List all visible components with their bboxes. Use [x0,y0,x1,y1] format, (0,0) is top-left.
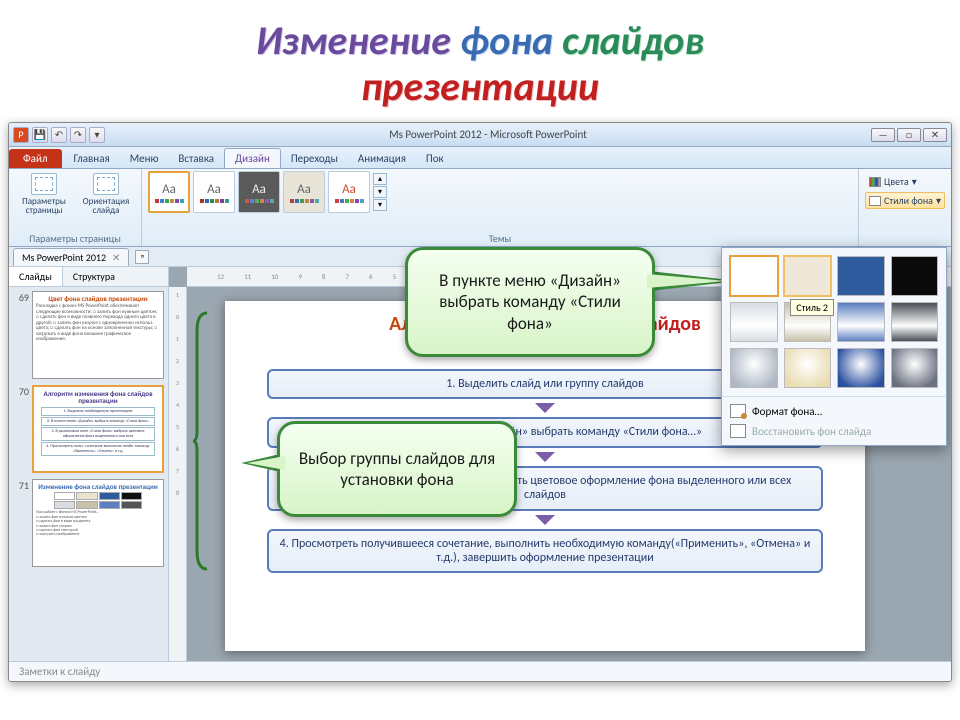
theme-swatch[interactable]: Aa [193,171,235,213]
arrow-down-icon [535,452,555,462]
arrow-down-icon [535,515,555,525]
tab-show[interactable]: Пок [416,149,454,168]
callout-select-slides: Выбор группы слайдов для установки фона [277,421,517,517]
background-style-cell[interactable] [730,302,778,342]
quick-access-toolbar: P 💾 ↶ ↷ ▾ [13,127,105,143]
themes-group-label: Темы [148,232,852,245]
background-styles-button[interactable]: Стили фона ▾ [865,192,945,209]
callout-tail [247,456,285,470]
ribbon: Параметры страницы Ориентация слайда Пар… [9,169,951,247]
theme-gallery-arrows[interactable]: ▴▾▾ [373,173,387,211]
background-style-cell[interactable] [837,256,885,296]
background-style-cell[interactable] [784,348,832,388]
thumb-number: 69 [13,291,29,379]
colors-button[interactable]: Цвета ▾ [865,173,945,190]
tab-animation[interactable]: Анимация [348,149,416,168]
background-style-cell[interactable] [730,256,778,296]
close-tab-icon[interactable]: ✕ [112,251,120,264]
window-title: Ms PowerPoint 2012 - Microsoft PowerPoin… [105,128,871,141]
orientation-button[interactable]: Ориентация слайда [77,171,135,218]
minimize-button[interactable]: — [871,128,895,142]
background-style-cell[interactable]: Стиль 2 [784,256,832,296]
page-group-label: Параметры страницы [15,232,135,245]
thumb-number: 71 [13,479,29,567]
callout-tail [647,274,727,288]
flow-step: 4. Просмотреть получившееся сочетание, в… [267,529,823,574]
new-tab-button[interactable]: ▫ [135,250,149,264]
style-tooltip: Стиль 2 [790,299,834,316]
slide-thumbnail[interactable]: Изменение фона слайдов презентации При р… [32,479,164,567]
slides-panel: Слайды Структура 69 Цвет фона слайдов пр… [9,267,169,661]
reset-background-item: Восстановить фон слайда [728,421,940,441]
qat-undo-icon[interactable]: ↶ [51,127,67,143]
qat-redo-icon[interactable]: ↷ [70,127,86,143]
panel-tab-outline[interactable]: Структура [63,267,125,286]
qat-app-icon[interactable]: P [13,127,29,143]
theme-swatch[interactable]: Aa [238,171,280,213]
page-setup-group: Параметры страницы Ориентация слайда Пар… [9,169,142,246]
tab-home[interactable]: Главная [64,149,120,168]
tab-menu[interactable]: Меню [120,149,169,168]
theme-swatch[interactable]: Aa [328,171,370,213]
outer-slide-title: Изменение фона слайдов презентации [0,0,960,118]
tab-transitions[interactable]: Переходы [281,149,348,168]
background-style-cell[interactable] [837,348,885,388]
themes-group: Aa Aa Aa Aa Aa ▴▾▾ Темы [142,169,859,246]
qat-dropdown-icon[interactable]: ▾ [89,127,105,143]
tab-insert[interactable]: Вставка [168,149,224,168]
panel-tab-slides[interactable]: Слайды [9,267,63,286]
theme-swatch[interactable]: Aa [283,171,325,213]
qat-save-icon[interactable]: 💾 [32,127,48,143]
maximize-button[interactable]: □ [897,128,921,142]
background-style-cell[interactable] [891,256,939,296]
background-style-cell[interactable] [837,302,885,342]
callout-design-styles: В пункте меню «Дизайн» выбрать команду «… [405,247,655,357]
tab-design[interactable]: Дизайн [224,148,281,168]
file-tab[interactable]: Файл [9,149,62,168]
powerpoint-window: P 💾 ↶ ↷ ▾ Ms PowerPoint 2012 - Microsoft… [8,122,952,682]
background-styles-dropdown: Стиль 2 Формат фона… Восстановить фон сл… [721,247,947,446]
background-style-cell[interactable] [891,348,939,388]
theme-swatch[interactable]: Aa [148,171,190,213]
background-style-cell[interactable] [891,302,939,342]
slide-thumbnail-current[interactable]: Алгоритм изменения фона слайдов презента… [32,385,164,473]
background-style-cell[interactable] [730,348,778,388]
format-background-item[interactable]: Формат фона… [728,401,940,421]
vertical-ruler: 1012345678 [169,287,187,661]
slide-thumbnail[interactable]: Цвет фона слайдов презентации Раскладка … [32,291,164,379]
arrow-down-icon [535,403,555,413]
bracket-annotation [193,311,211,571]
background-group: Цвета ▾ Стили фона ▾ [859,169,951,246]
thumb-number: 70 [13,385,29,473]
app-titlebar: P 💾 ↶ ↷ ▾ Ms PowerPoint 2012 - Microsoft… [9,123,951,147]
close-button[interactable]: ✕ [923,128,947,142]
notes-pane[interactable]: Заметки к слайду [9,661,951,682]
thumbnails-list: 69 Цвет фона слайдов презентации Расклад… [9,287,168,661]
ribbon-tabstrip: Файл Главная Меню Вставка Дизайн Переход… [9,147,951,169]
background-styles-grid: Стиль 2 [722,248,946,396]
page-setup-button[interactable]: Параметры страницы [15,171,73,218]
document-tab[interactable]: Ms PowerPoint 2012✕ [13,248,129,266]
